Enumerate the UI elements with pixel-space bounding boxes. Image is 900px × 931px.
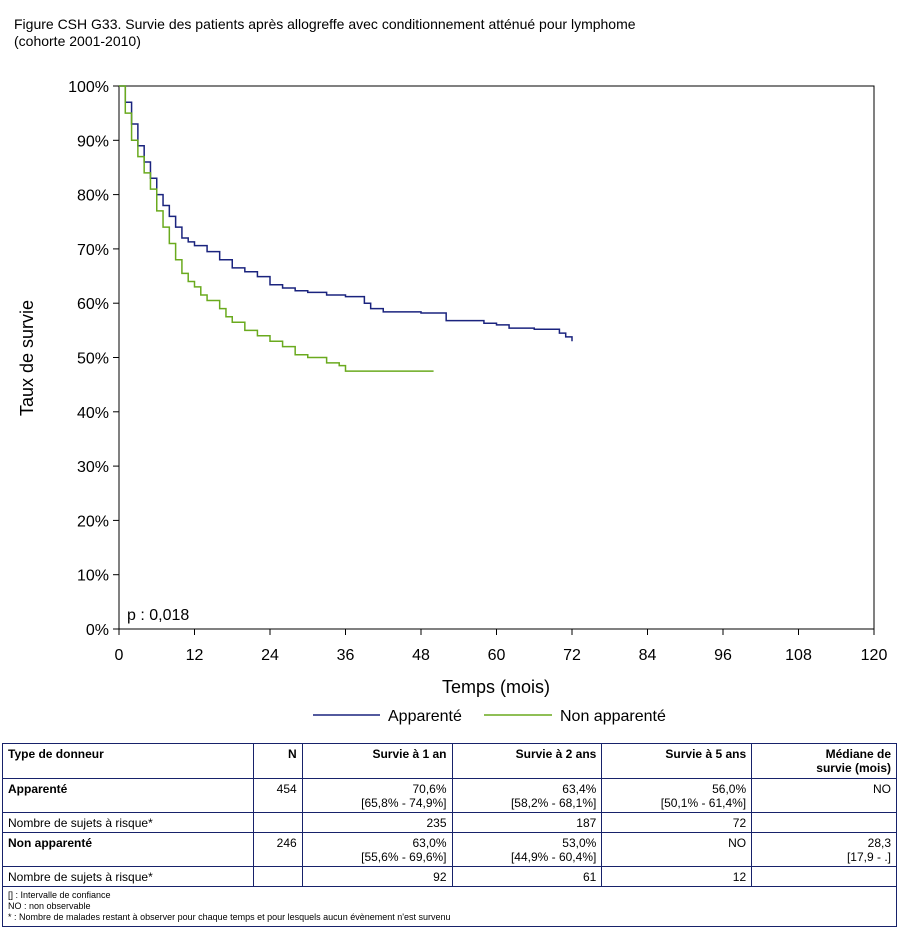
cell-median: 28,3 [17,9 - .]: [751, 832, 897, 867]
cell-1y: 92: [301, 866, 453, 887]
cell-2y: 187: [451, 812, 603, 833]
y-tick-label: 50%: [77, 351, 109, 368]
row-label: Non apparenté: [1, 832, 255, 867]
figure-title-line-1: Figure CSH G33. Survie des patients aprè…: [14, 16, 636, 32]
table-row: Non apparenté 246 63,0% [55,6% - 69,6%] 5…: [1, 832, 897, 867]
legend-label-apparente: Apparenté: [388, 708, 462, 725]
header-cell: Survie à 1 an: [301, 743, 453, 779]
cell-2y: 61: [451, 866, 603, 887]
y-axis: 0% 10% 20% 30% 40% 50% 60% 70% 80% 90% 100%: [68, 79, 119, 639]
table-header-row: Type de donneur N Survie à 1 an Survie à…: [1, 743, 897, 779]
x-tick-label: 48: [412, 647, 430, 664]
cell-n: 246: [253, 832, 303, 867]
value: 63,4%: [562, 782, 597, 796]
table-notes: [] : Intervalle de confiance NO : non ob…: [2, 886, 897, 927]
header-cell-text: Médiane de survie (mois): [816, 747, 891, 775]
x-tick-label: 0: [115, 647, 124, 664]
row-label: Nombre de sujets à risque*: [1, 812, 255, 833]
cell-2y: 63,4% [58,2% - 68,1%]: [451, 778, 603, 813]
y-tick-label: 40%: [77, 405, 109, 422]
y-axis-title: Taux de survie: [17, 300, 37, 416]
y-tick-label: 70%: [77, 242, 109, 259]
cell-n: 454: [253, 778, 303, 813]
p-value-annotation: p : 0,018: [127, 607, 189, 624]
y-tick-label: 0%: [86, 622, 109, 639]
ci: [44,9% - 60,4%]: [510, 850, 597, 864]
y-tick-label: 90%: [77, 133, 109, 150]
header-cell: Médiane de survie (mois): [751, 743, 897, 779]
series-line-non-apparente: [119, 85, 434, 372]
header-cell: Survie à 5 ans: [601, 743, 753, 779]
y-tick-label: 100%: [68, 79, 109, 96]
value: 56,0%: [712, 782, 747, 796]
x-tick-label: 24: [261, 647, 279, 664]
x-tick-label: 60: [488, 647, 506, 664]
cell-5y: 72: [601, 812, 753, 833]
table-notes-row: [] : Intervalle de confiance NO : non ob…: [2, 886, 897, 927]
cell-2y: 53,0% [44,9% - 60,4%]: [451, 832, 603, 867]
table-row: Nombre de sujets à risque* 92 61 12: [1, 866, 897, 887]
cell-5y: NO: [601, 832, 753, 867]
cell-median: [751, 812, 897, 833]
cell-5y: 56,0% [50,1% - 61,4%]: [601, 778, 753, 813]
x-tick-label: 120: [861, 647, 888, 664]
value: NO: [873, 782, 891, 796]
x-tick-label: 36: [337, 647, 355, 664]
cell-1y: 63,0% [55,6% - 69,6%]: [301, 832, 453, 867]
note-line: NO : non observable: [8, 901, 91, 911]
x-tick-label: 96: [714, 647, 732, 664]
value: 63,0%: [412, 836, 447, 850]
cell-median: NO: [751, 778, 897, 813]
value: 28,3: [867, 836, 891, 850]
x-tick-label: 108: [785, 647, 812, 664]
x-axis-title: Temps (mois): [442, 677, 550, 697]
ci: [58,2% - 68,1%]: [510, 796, 597, 810]
y-tick-label: 30%: [77, 459, 109, 476]
y-tick-label: 10%: [77, 568, 109, 585]
cell-n: [253, 812, 303, 833]
y-tick-label: 20%: [77, 513, 109, 530]
cell-median: [751, 866, 897, 887]
cell-1y: 235: [301, 812, 453, 833]
note-line: [] : Intervalle de confiance: [8, 890, 111, 900]
header-cell: N: [253, 743, 303, 779]
y-tick-label: 80%: [77, 188, 109, 205]
x-axis: 0 12 24 36 48 60 72 84 96 108 120: [115, 629, 888, 664]
ci: [55,6% - 69,6%]: [361, 850, 447, 864]
y-tick-label: 60%: [77, 296, 109, 313]
header-cell: Survie à 2 ans: [451, 743, 603, 779]
series-line-apparente: [119, 85, 573, 342]
cell-1y: 70,6% [65,8% - 74,9%]: [301, 778, 453, 813]
table-row: Apparenté 454 70,6% [65,8% - 74,9%] 63,4%…: [1, 778, 897, 813]
figure-title-line-2: (cohorte 2001-2010): [14, 33, 141, 49]
note-line: * : Nombre de malades restant à observer…: [8, 912, 451, 922]
figure-title: Figure CSH G33. Survie des patients aprè…: [14, 16, 874, 50]
series-layer: [119, 85, 573, 372]
value: 53,0%: [562, 836, 597, 850]
cell-5y: 12: [601, 866, 753, 887]
legend: Apparenté Non apparenté: [313, 708, 666, 725]
legend-label-non-apparente: Non apparenté: [560, 708, 666, 725]
table-row: Nombre de sujets à risque* 235 187 72: [1, 812, 897, 833]
survival-chart: 0% 10% 20% 30% 40% 50% 60% 70% 80% 90% 100% 0 12 24 3…: [17, 79, 888, 725]
ci: [17,9 - .]: [846, 850, 891, 864]
x-tick-label: 72: [563, 647, 581, 664]
header-cell: Type de donneur: [1, 743, 255, 779]
summary-table: Type de donneur N Survie à 1 an Survie à…: [1, 743, 897, 927]
ci: [50,1% - 61,4%]: [660, 796, 747, 810]
row-label: Apparenté: [1, 778, 255, 813]
plot-frame: [118, 85, 875, 630]
ci: [65,8% - 74,9%]: [361, 796, 447, 810]
x-tick-label: 84: [639, 647, 657, 664]
cell-n: [253, 866, 303, 887]
value: NO: [728, 836, 747, 850]
row-label: Nombre de sujets à risque*: [1, 866, 255, 887]
value: 70,6%: [412, 782, 447, 796]
x-tick-label: 12: [186, 647, 204, 664]
